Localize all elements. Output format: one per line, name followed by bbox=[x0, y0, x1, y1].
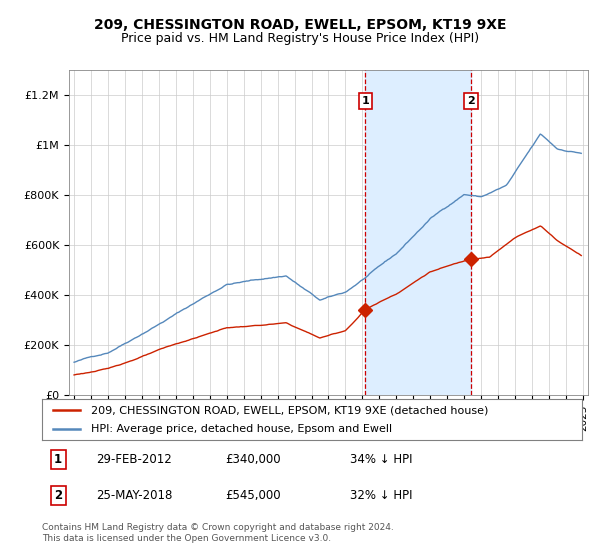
Text: Contains HM Land Registry data © Crown copyright and database right 2024.
This d: Contains HM Land Registry data © Crown c… bbox=[42, 524, 394, 543]
Text: 1: 1 bbox=[54, 453, 62, 466]
Text: 32% ↓ HPI: 32% ↓ HPI bbox=[350, 489, 412, 502]
Text: 209, CHESSINGTON ROAD, EWELL, EPSOM, KT19 9XE: 209, CHESSINGTON ROAD, EWELL, EPSOM, KT1… bbox=[94, 18, 506, 32]
Text: 209, CHESSINGTON ROAD, EWELL, EPSOM, KT19 9XE (detached house): 209, CHESSINGTON ROAD, EWELL, EPSOM, KT1… bbox=[91, 405, 488, 415]
Text: HPI: Average price, detached house, Epsom and Ewell: HPI: Average price, detached house, Epso… bbox=[91, 424, 392, 433]
Text: 34% ↓ HPI: 34% ↓ HPI bbox=[350, 453, 412, 466]
Text: 25-MAY-2018: 25-MAY-2018 bbox=[96, 489, 172, 502]
Text: 2: 2 bbox=[467, 96, 475, 106]
Text: 1: 1 bbox=[361, 96, 369, 106]
Text: 29-FEB-2012: 29-FEB-2012 bbox=[96, 453, 172, 466]
Text: Price paid vs. HM Land Registry's House Price Index (HPI): Price paid vs. HM Land Registry's House … bbox=[121, 31, 479, 45]
Text: 2: 2 bbox=[54, 489, 62, 502]
Text: £545,000: £545,000 bbox=[226, 489, 281, 502]
Bar bbox=[365, 70, 471, 395]
Text: £340,000: £340,000 bbox=[226, 453, 281, 466]
